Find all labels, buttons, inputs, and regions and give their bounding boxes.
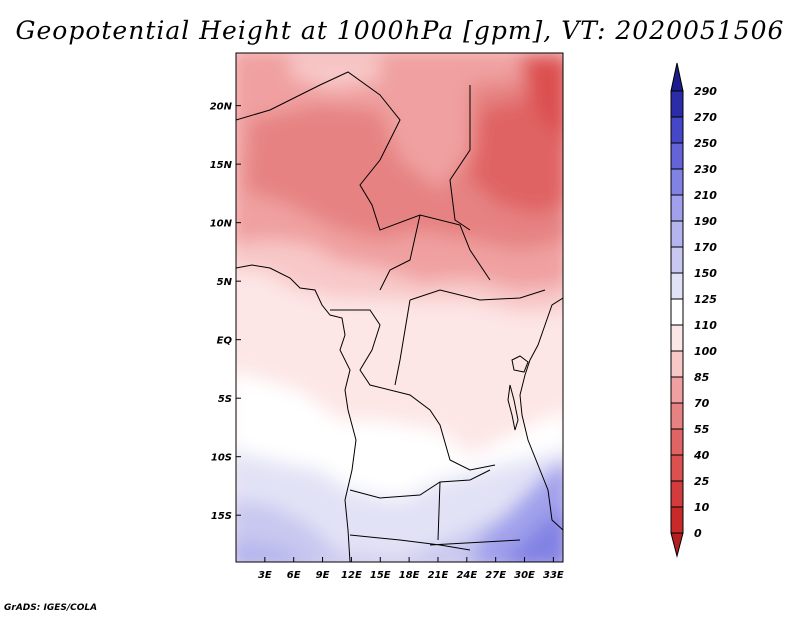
colorbar-label: 150 (694, 267, 717, 280)
colorbar-label: 0 (694, 527, 702, 540)
y-tick-label: 10S (211, 453, 232, 464)
field-region-west-sahara (290, 55, 380, 90)
x-tick-label: 9E (316, 570, 330, 581)
x-tick-label: 21E (428, 570, 449, 581)
colorbar-swatch (670, 62, 684, 92)
colorbar-swatch (670, 272, 684, 300)
x-tick-label: 27E (485, 570, 506, 581)
y-tick-label: 5S (218, 394, 232, 405)
x-tick-label: 18E (399, 570, 420, 581)
colorbar-swatch (670, 220, 684, 248)
colorbar-swatch (670, 506, 684, 534)
colorbar-swatch (670, 168, 684, 196)
border-southern (349, 469, 521, 551)
colorbar-label: 70 (694, 397, 710, 410)
colorbar-swatch (670, 194, 684, 222)
lake-victoria (511, 355, 529, 373)
colorbar-label: 250 (694, 137, 717, 150)
colorbar: 0 10 25 40 55 70 85 100 110 125 150 170 190 210 230 250… (670, 62, 717, 558)
x-tick-label: 12E (341, 570, 362, 581)
x-tick-label: 30E (514, 570, 535, 581)
field-region-sahel-core (470, 90, 563, 215)
y-tick-label: 5N (217, 277, 233, 288)
border-central (330, 309, 496, 471)
colorbar-label: 10 (694, 501, 710, 514)
colorbar-swatch (670, 350, 684, 378)
coastline-west-africa (236, 264, 357, 562)
colorbar-label: 230 (694, 163, 717, 176)
y-tick-label: 20N (210, 102, 233, 113)
y-tick-label: 15S (211, 511, 232, 522)
x-tick-label: 3E (258, 570, 272, 581)
colorbar-label: 125 (694, 293, 717, 306)
y-tick-label: 10N (210, 219, 233, 230)
colorbar-swatch (670, 246, 684, 274)
colorbar-label: 290 (694, 85, 717, 98)
lake-tanganyika (507, 384, 519, 431)
colorbar-swatch (670, 90, 684, 118)
grads-credit: GrADS: IGES/COLA (4, 603, 98, 613)
field-region-southeast-core (505, 512, 563, 562)
colorbar-label: 55 (694, 423, 710, 436)
colorbar-label: 190 (694, 215, 717, 228)
colorbar-label: 85 (694, 371, 710, 384)
border-congo (394, 289, 546, 386)
border-sudan-chad (379, 85, 471, 291)
colorbar-swatch (670, 402, 684, 430)
field-region-sw-corner (236, 540, 306, 562)
colorbar-swatch (670, 376, 684, 404)
colorbar-swatch (670, 428, 684, 456)
map-outlines (236, 71, 563, 562)
colorbar-label: 40 (693, 449, 710, 462)
field-region-gulf-of-guinea (236, 240, 563, 312)
coastline-east-africa (519, 297, 563, 531)
colorbar-swatch (670, 480, 684, 508)
x-tick-label: 24E (456, 570, 477, 581)
colorbar-swatch (670, 298, 684, 326)
chart-title: Geopotential Height at 1000hPa [gpm], VT… (15, 16, 785, 45)
x-tick-label: 15E (370, 570, 391, 581)
plot-frame (235, 52, 564, 563)
x-axis: 3E 6E 9E 12E 15E 18E 21E 24E 27E 30E 33E (258, 557, 564, 581)
colorbar-label: 25 (694, 475, 710, 488)
colorbar-label: 270 (694, 111, 717, 124)
field-shading (236, 53, 563, 562)
colorbar-label: 210 (694, 189, 717, 202)
x-tick-label: 6E (287, 570, 301, 581)
colorbar-swatch (670, 142, 684, 170)
colorbar-label: 110 (694, 319, 717, 332)
y-tick-label: 15N (210, 160, 233, 171)
colorbar-swatch (670, 454, 684, 482)
colorbar-label: 170 (694, 241, 717, 254)
colorbar-swatch (670, 116, 684, 144)
colorbar-label: 100 (694, 345, 717, 358)
field-region-northeast-sudan-high (520, 55, 563, 137)
colorbar-swatch (670, 324, 684, 352)
colorbar-swatch (670, 532, 684, 558)
y-axis: 20N 15N 10N 5N EQ 5S 10S 15S (210, 102, 241, 522)
border-sahel (236, 71, 491, 281)
y-tick-label: EQ (217, 336, 233, 347)
x-tick-label: 33E (543, 570, 564, 581)
